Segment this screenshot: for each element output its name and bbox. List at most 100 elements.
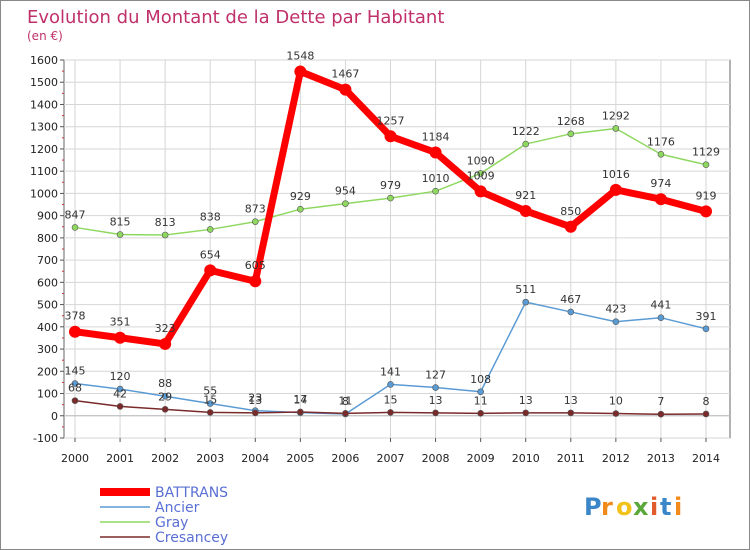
data-label-cresancey: 8 [703,395,710,408]
y-tick-label: 900 [37,210,58,223]
data-label-battrans: 323 [155,322,176,335]
data-label-ancier: 441 [650,299,671,312]
data-point-cresancey [206,409,214,416]
data-point-cresancey [342,410,349,417]
data-labels: 378 351 3236546051548146712571184100992185… [65,50,721,409]
y-tick-label: 300 [37,343,58,356]
x-tick-label: 2007 [377,452,405,465]
data-label-gray: 815 [110,216,131,229]
data-label-ancier: 467 [560,293,581,306]
y-tick-label: -100 [33,432,58,445]
data-point-cresancey [477,410,484,417]
data-label-gray: 813 [155,216,176,229]
data-point-ancier [657,314,665,322]
data-point-battrans [700,205,712,218]
data-label-ancier: 145 [65,365,86,378]
data-point-ancier [206,400,214,407]
data-label-battrans: 1184 [422,130,450,143]
data-point-cresancey [251,409,259,417]
logo-letter: o [616,493,633,521]
data-point-gray [251,218,259,225]
data-point-cresancey [161,406,169,413]
data-label-cresancey: 17 [293,393,307,406]
data-label-battrans: 974 [650,177,671,190]
data-point-gray [161,231,169,239]
data-label-cresancey: 13 [564,394,578,407]
data-point-battrans [429,146,442,159]
y-tick-label: 1000 [30,187,58,200]
data-point-battrans [609,183,622,196]
y-tick-label: 1200 [30,143,58,156]
data-label-ancier: 511 [515,283,536,296]
data-label-cresancey: 11 [338,394,352,407]
data-label-gray: 1176 [647,135,675,148]
data-point-gray [342,200,349,207]
data-point-cresancey [297,408,304,416]
data-label-cresancey: 15 [203,393,217,406]
x-tick-label: 2012 [602,452,630,465]
data-label-battrans: 351 [110,316,131,329]
data-point-gray [612,125,620,132]
data-label-battrans: 654 [200,248,221,261]
data-label-cresancey: 13 [429,394,443,407]
x-tick-label: 2008 [422,452,450,465]
x-tick-label: 2001 [106,452,134,465]
data-label-gray: 929 [290,190,311,203]
data-label-cresancey: 13 [248,394,262,407]
data-point-ancier [612,318,620,326]
data-point-ancier [567,308,575,316]
logo-letter: i [650,493,658,521]
data-label-gray: 1129 [692,146,720,159]
y-tick-label: 400 [37,321,58,334]
x-tick-label: 2010 [512,452,540,465]
data-point-ancier [477,388,484,396]
data-point-cresancey [116,403,124,410]
data-label-battrans: 921 [515,189,536,202]
data-label-cresancey: 15 [384,393,398,406]
data-point-gray [657,150,665,158]
data-label-ancier: 55 [203,385,217,398]
data-label-ancier: 14 [293,394,307,407]
data-point-gray [116,231,124,238]
data-label-cresancey: 42 [113,387,127,400]
data-point-gray [206,226,214,233]
data-point-battrans [519,204,532,217]
data-label-battrans: 378 [65,310,86,323]
data-point-cresancey [567,409,575,417]
data-point-gray [522,140,530,148]
legend-label-gray: Gray [155,515,188,531]
x-tick-label: 2004 [241,452,269,465]
data-point-gray [567,130,575,138]
data-point-cresancey [657,410,665,418]
y-tick-label: 1100 [30,165,58,178]
y-tick-label: 100 [37,388,58,401]
data-label-battrans: 1548 [286,50,314,63]
data-label-cresancey: 29 [158,390,172,403]
data-point-gray [432,187,439,195]
data-label-gray: 847 [65,208,86,221]
logo-letter: t [660,493,671,521]
x-tick-label: 2013 [647,452,675,465]
chart-title: Evolution du Montant de la Dette par Hab… [27,7,444,28]
data-point-ancier [161,392,169,400]
data-label-battrans: 605 [245,259,266,272]
data-label-ancier: 23 [248,392,262,405]
data-label-cresancey: 11 [474,394,488,407]
data-point-battrans [339,83,352,96]
axes: -100 0 100 200 300 400 500 600 700 800 900 1000 1100… [30,54,720,465]
logo-letter: x [633,493,649,521]
legend-label-ancier: Ancier [155,500,200,516]
data-point-battrans [564,220,577,233]
data-point-battrans [249,275,262,288]
data-point-cresancey [387,409,394,416]
data-point-ancier [116,385,124,393]
data-label-battrans: 1257 [377,114,405,127]
y-tick-label: 500 [37,299,58,312]
data-point-cresancey [432,409,439,417]
data-label-gray: 1222 [512,125,540,138]
data-point-battrans [384,130,397,143]
